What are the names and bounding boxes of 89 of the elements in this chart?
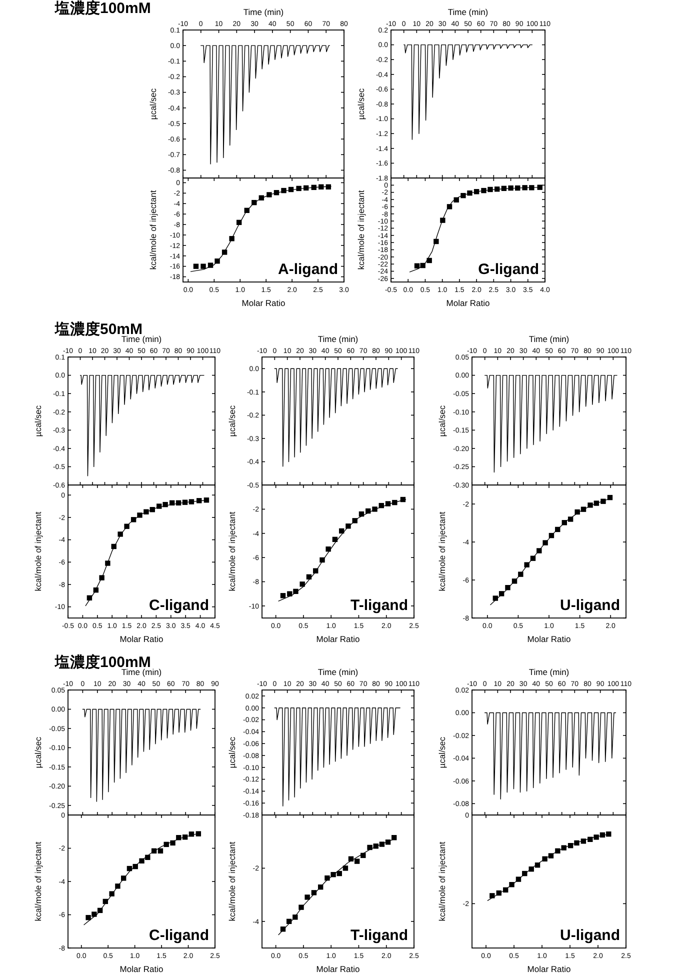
point xyxy=(440,218,446,223)
x-axis-title: Time (min) xyxy=(318,334,358,344)
point xyxy=(182,500,188,505)
y-axis-title: kcal/mole of injectant xyxy=(437,511,447,592)
line-series xyxy=(274,368,398,467)
point xyxy=(137,512,142,518)
chart-title: 塩濃度100mM xyxy=(54,0,151,17)
point xyxy=(414,263,420,268)
x-axis-title: Time (min) xyxy=(243,7,284,17)
point xyxy=(304,894,310,900)
point xyxy=(367,844,372,850)
y-axis-title: kcal/mole of injectant xyxy=(437,841,447,922)
point xyxy=(426,258,432,264)
y-axis-title: kcal/mole of injectant xyxy=(33,841,43,922)
x-axis-title: Molar Ratio xyxy=(446,298,490,308)
point xyxy=(118,532,123,537)
point xyxy=(594,834,599,840)
line-series xyxy=(80,374,204,476)
point xyxy=(542,540,548,546)
y-axis-title: kcal/mole of injectant xyxy=(33,511,43,592)
point xyxy=(193,264,199,269)
y-axis-title: µcal/sec xyxy=(437,736,447,768)
annotation: T-ligand xyxy=(350,927,408,944)
point xyxy=(490,893,495,898)
x-axis-title: Molar Ratio xyxy=(120,964,164,974)
annotation: A-ligand xyxy=(278,261,338,278)
point xyxy=(280,593,286,598)
point xyxy=(92,912,97,917)
point xyxy=(600,498,606,504)
x-axis-title: Time (min) xyxy=(528,667,570,677)
point xyxy=(298,904,304,910)
annotation: U-ligand xyxy=(560,927,620,944)
point xyxy=(324,875,330,881)
point xyxy=(196,831,202,836)
point xyxy=(524,562,530,568)
x-axis-title: Molar Ratio xyxy=(120,634,164,644)
point xyxy=(522,185,528,190)
point xyxy=(287,591,292,596)
line-series xyxy=(274,708,400,806)
y-axis-title: kcal/mole of injectant xyxy=(148,190,158,270)
point xyxy=(300,582,305,587)
x-axis-title: Time (min) xyxy=(121,667,162,677)
point xyxy=(266,192,272,198)
point xyxy=(326,546,331,552)
point xyxy=(518,572,524,577)
point xyxy=(372,506,378,512)
line-series xyxy=(200,45,330,164)
x-axis-title: Molar Ratio xyxy=(242,298,286,308)
annotation: U-ligand xyxy=(560,597,620,614)
x-axis-title: Time (min) xyxy=(448,7,488,17)
line-series xyxy=(484,374,618,473)
line-series xyxy=(403,44,533,140)
point xyxy=(158,848,164,854)
y-axis-title: µcal/sec xyxy=(33,736,43,768)
y-axis-title: kcal/mole of injectant xyxy=(356,190,366,270)
point xyxy=(115,884,120,889)
x-axis-title: Time (min) xyxy=(528,334,570,344)
y-axis-title: kcal/mole of injectant xyxy=(227,841,237,922)
y-axis-title: µcal/sec xyxy=(148,88,158,120)
x-axis-title: Molar Ratio xyxy=(316,634,360,644)
point xyxy=(342,866,348,871)
point xyxy=(561,845,566,850)
annotation: C-ligand xyxy=(149,597,209,614)
point xyxy=(86,914,91,920)
annotation: T-ligand xyxy=(350,597,408,614)
y-axis-title: µcal/sec xyxy=(227,736,237,768)
line-series xyxy=(484,712,616,800)
annotation: G-ligand xyxy=(478,261,539,278)
y-axis-title: kcal/mole of injectant xyxy=(227,511,237,592)
point xyxy=(529,185,534,190)
point xyxy=(354,858,360,864)
point xyxy=(580,838,586,844)
x-axis-title: Molar Ratio xyxy=(527,964,571,974)
y-axis-title: µcal/sec xyxy=(437,404,447,437)
y-axis-title: µcal/sec xyxy=(356,88,366,120)
annotation: C-ligand xyxy=(149,927,209,944)
x-axis-title: Molar Ratio xyxy=(316,964,360,974)
point xyxy=(200,264,206,269)
point xyxy=(144,509,149,514)
x-axis-title: Time (min) xyxy=(318,667,358,677)
point xyxy=(109,891,114,896)
point xyxy=(105,560,110,566)
y-axis-title: µcal/sec xyxy=(33,404,43,437)
point xyxy=(537,184,542,190)
x-axis-title: Molar Ratio xyxy=(527,634,571,644)
point xyxy=(99,575,104,580)
line-series xyxy=(82,708,201,802)
y-axis-title: µcal/sec xyxy=(227,404,237,437)
x-axis-title: Time (min) xyxy=(121,334,162,344)
